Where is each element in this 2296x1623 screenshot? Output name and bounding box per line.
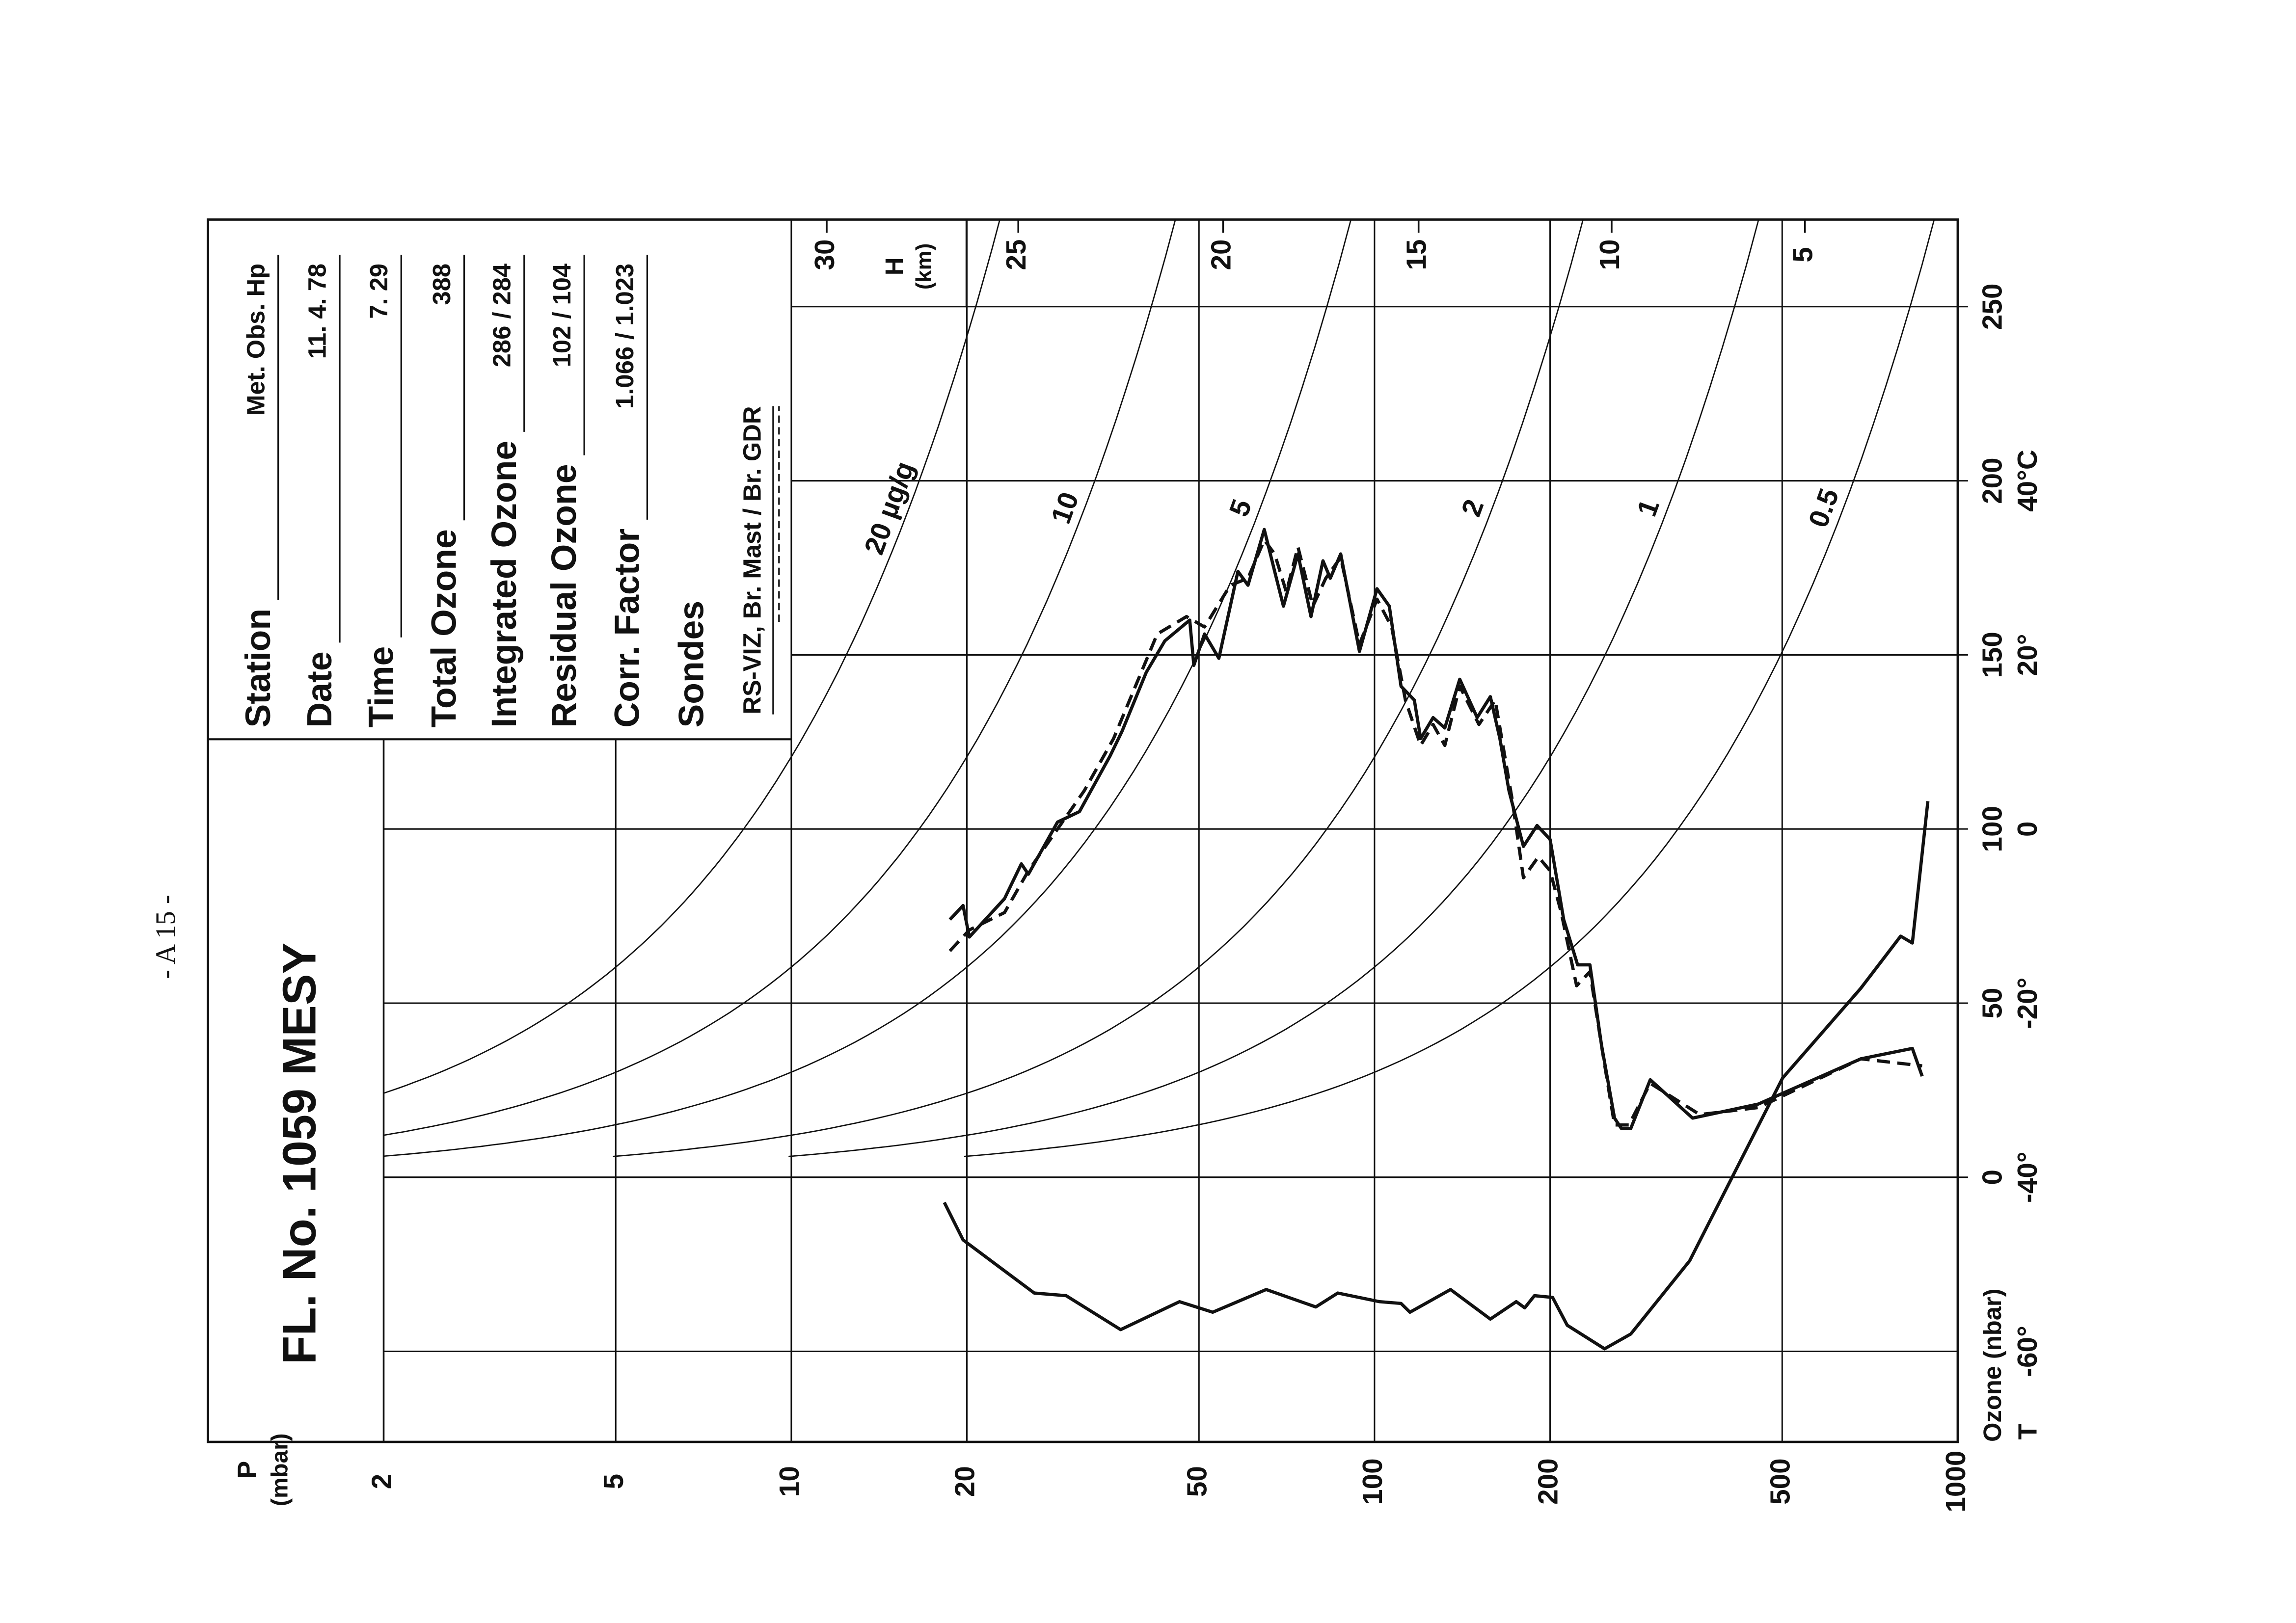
page-label: - A 15 - <box>151 895 181 979</box>
x-tick-label: 100 <box>1357 1458 1388 1505</box>
x-tick-label: 2 <box>366 1474 397 1490</box>
x-tick-label: 10 <box>774 1466 805 1497</box>
height-label: H <box>880 258 908 276</box>
height-tick-label: 10 <box>1594 239 1625 270</box>
y2-axis-label: T <box>2013 1424 2042 1440</box>
info-value: Met. Obs. Hp <box>242 264 270 416</box>
mixing-ratio-curve <box>383 219 1000 1094</box>
info-label: Corr. Factor <box>608 529 647 728</box>
x-tick-label: 1000 <box>1941 1451 1972 1513</box>
info-label: Integrated Ozone <box>485 441 524 728</box>
x-tick-label: 20 <box>950 1466 981 1497</box>
info-value: 388 <box>428 264 456 305</box>
y2-tick-label: 40°C <box>2012 450 2043 512</box>
mixing-ratio-curve <box>964 219 1935 1157</box>
x-tick-label: 5 <box>598 1474 629 1490</box>
info-value: 11. 4. 78 <box>303 264 331 359</box>
info-label: Sondes <box>672 601 711 728</box>
mixing-ratio-curve <box>613 219 1584 1157</box>
mixing-ratio-curve <box>383 219 1176 1136</box>
y2-tick-label: 0 <box>2012 821 2043 837</box>
height-tick-label: 20 <box>1206 239 1237 270</box>
x-tick-label: 50 <box>1182 1466 1213 1497</box>
temperature-line <box>943 801 1930 1351</box>
y-tick-label: 100 <box>1977 806 2008 852</box>
x-axis-label: (mbar) <box>267 1433 293 1506</box>
info-value: 102 / 104 <box>548 264 576 367</box>
info-label: Residual Ozone <box>544 464 584 727</box>
y2-tick-label: 20° <box>2012 634 2043 676</box>
x-tick-label: 200 <box>1533 1458 1564 1505</box>
mixing-ratio-curve <box>383 219 1352 1157</box>
info-label: Total Ozone <box>425 529 464 727</box>
info-label: Date <box>300 651 339 727</box>
y-tick-label: 50 <box>1977 987 2008 1018</box>
info-label: Station <box>239 609 278 728</box>
height-tick-label: 30 <box>810 239 840 270</box>
info-label: Time <box>361 646 401 728</box>
y-tick-label: 0 <box>1977 1170 2008 1185</box>
info-value: 1.066 / 1.023 <box>611 264 639 409</box>
y2-tick-label: -60° <box>2012 1326 2043 1377</box>
x-tick-label: 500 <box>1765 1458 1796 1505</box>
y2-tick-label: -40° <box>2012 1151 2043 1203</box>
y2-tick-label: -20° <box>2012 978 2043 1029</box>
height-tick-label: 5 <box>1788 247 1819 263</box>
info-value: 286 / 284 <box>487 264 515 367</box>
mixing-ratio-curve <box>788 219 1759 1157</box>
ozone-line <box>948 528 1924 1130</box>
frame <box>207 218 1959 1443</box>
y-tick-label: 150 <box>1977 632 2008 678</box>
height-tick-label: 15 <box>1402 239 1432 270</box>
x-axis-label: P <box>232 1461 262 1479</box>
y-axis-label: Ozone (nbar) <box>1978 1288 2006 1442</box>
info-value: RS-VIZ, Br. Mast / Br. GDR <box>738 406 766 715</box>
y-tick-label: 200 <box>1977 457 2008 504</box>
height-tick-label: 25 <box>1001 239 1032 270</box>
info-value: 7. 29 <box>365 264 393 319</box>
y-tick-label: 250 <box>1977 284 2008 330</box>
chart-title: FL. No. 1059 MESY <box>274 943 326 1364</box>
height-label: (km) <box>912 243 936 290</box>
